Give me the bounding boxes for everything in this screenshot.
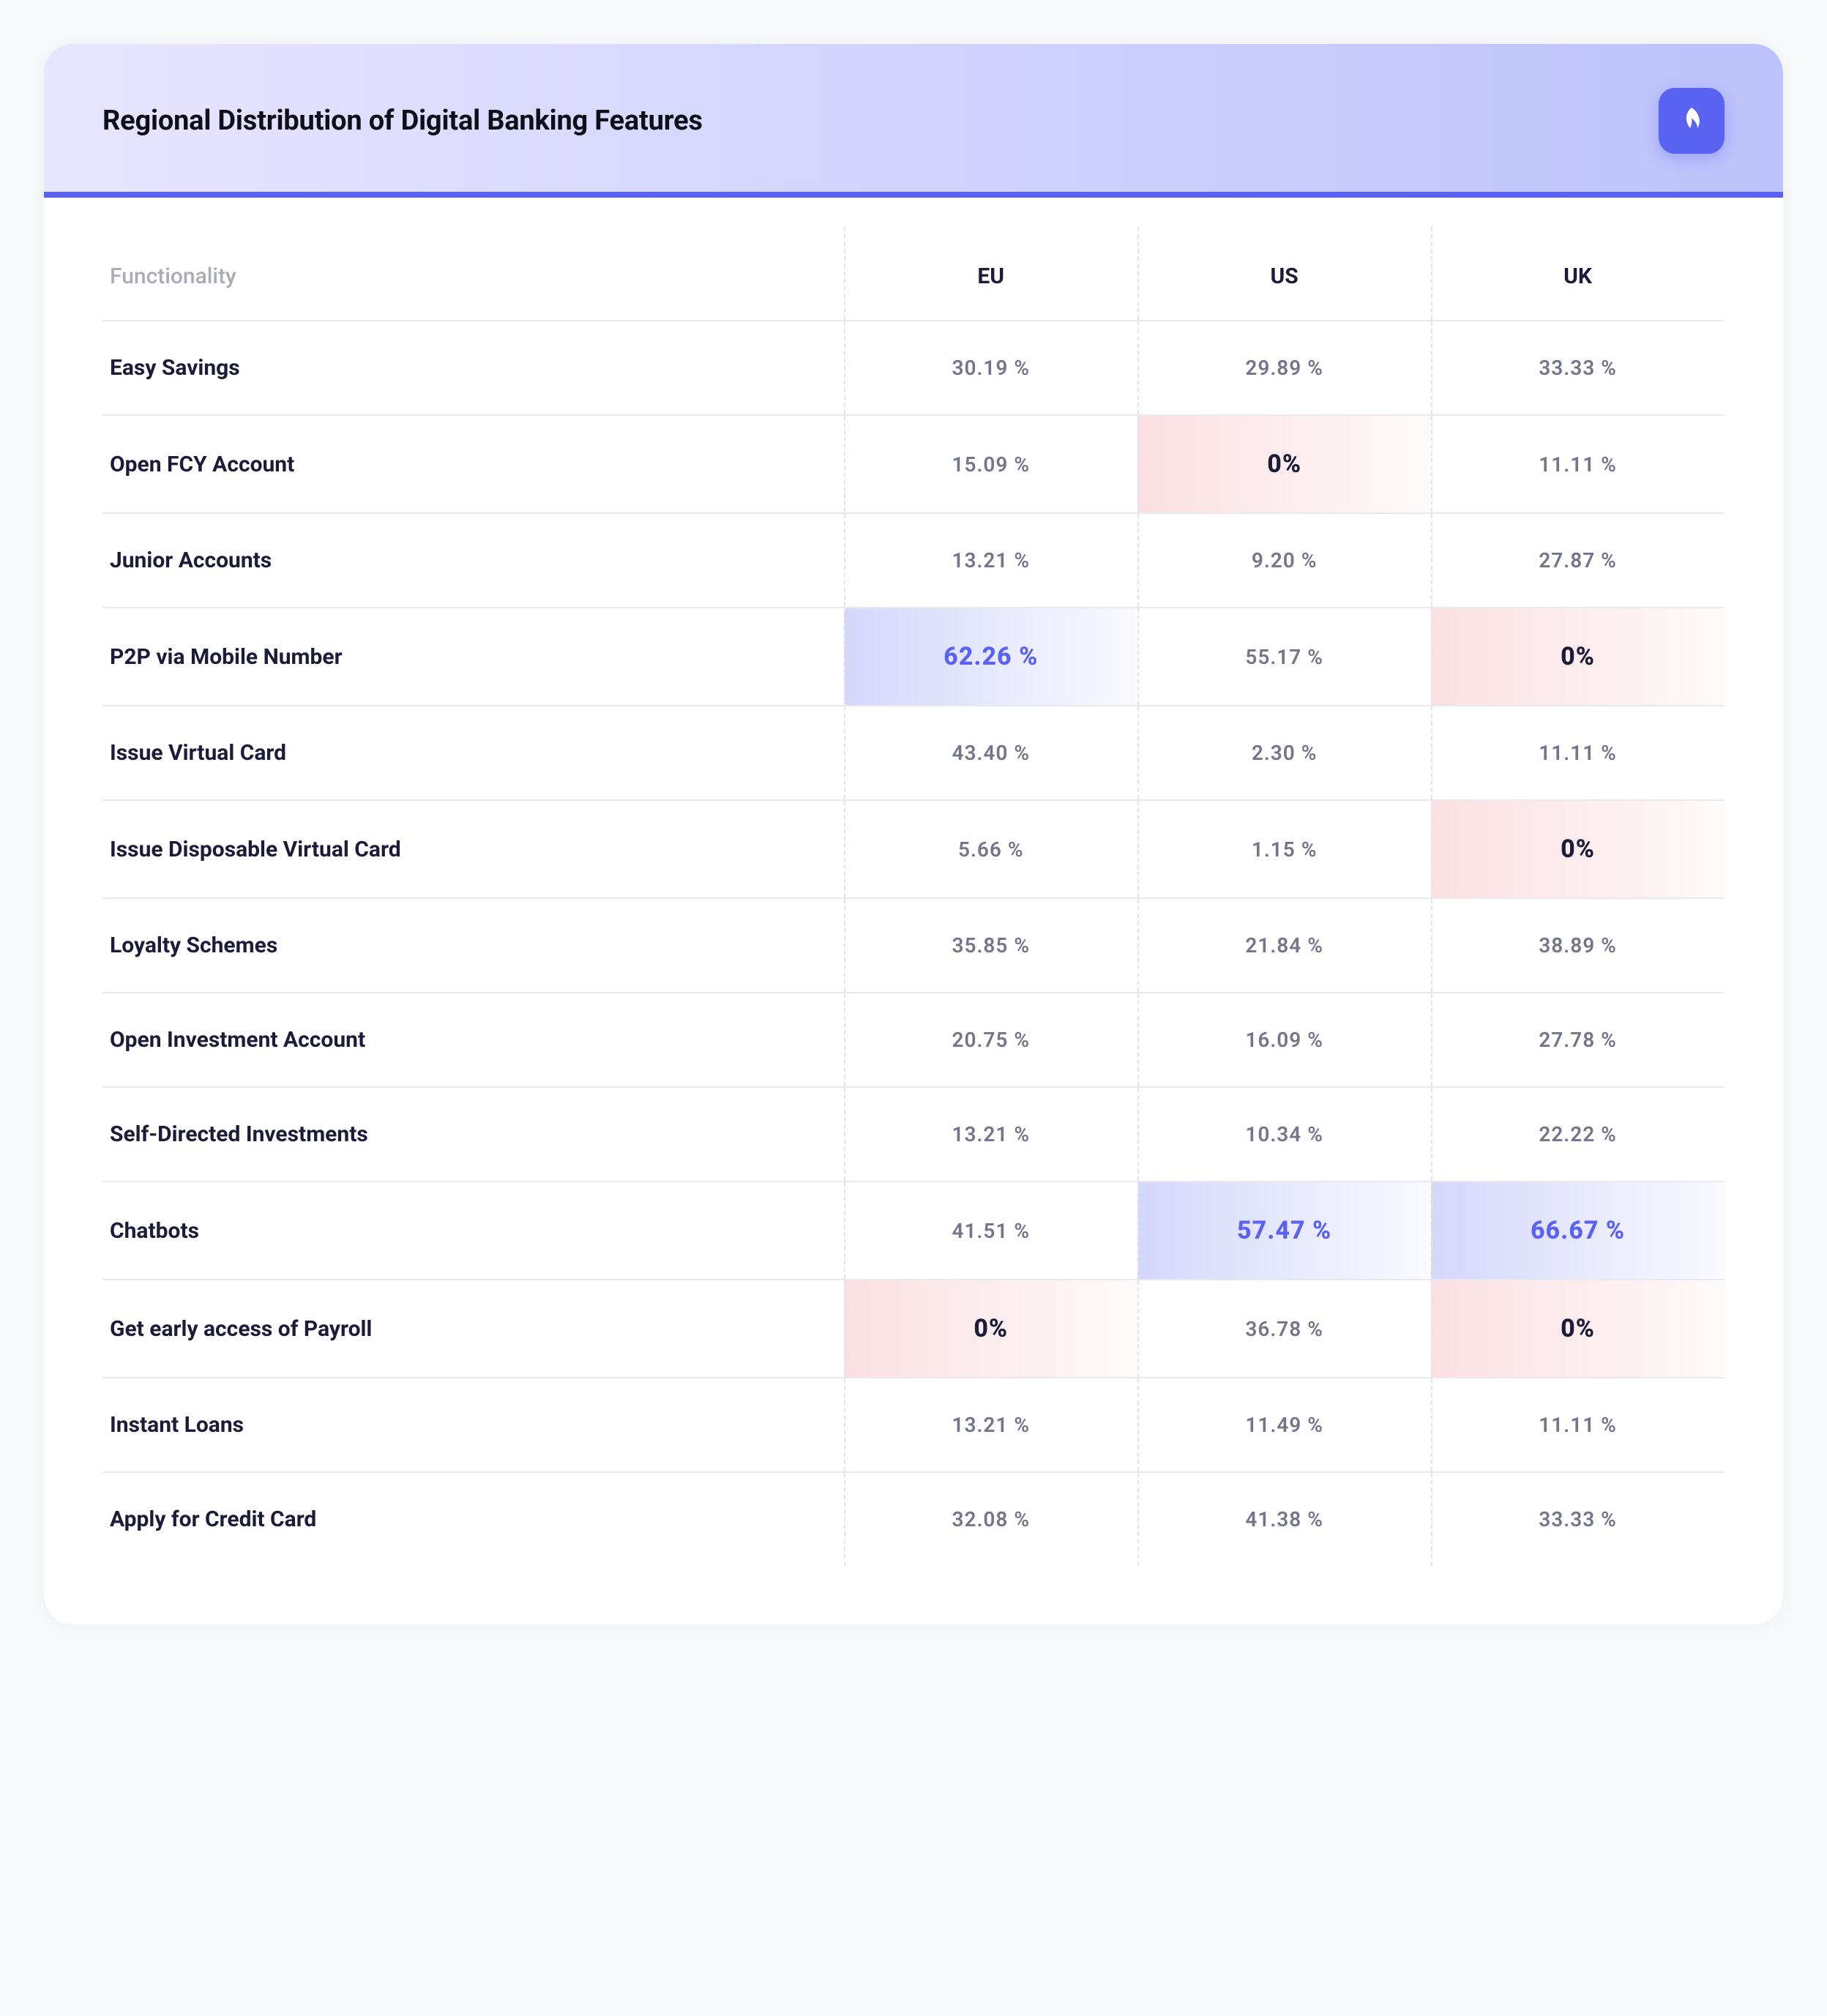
card-title: Regional Distribution of Digital Banking… [102,105,703,137]
value-cell: 41.51 % [844,1181,1137,1280]
functionality-cell: Junior Accounts [102,513,844,608]
value-cell: 13.21 % [844,1378,1137,1472]
table-row: P2P via Mobile Number62.26 %55.17 %0% [102,608,1725,706]
table-row: Open FCY Account15.09 %0%11.11 % [102,415,1725,513]
value-cell: 11.11 % [1431,1378,1725,1472]
value-cell: 0% [1137,415,1431,513]
functionality-cell: Easy Savings [102,321,844,415]
table-row: Instant Loans13.21 %11.49 %11.11 % [102,1378,1725,1472]
value-cell: 10.34 % [1137,1087,1431,1181]
value-cell: 0% [844,1280,1137,1378]
table-row: Self-Directed Investments13.21 %10.34 %2… [102,1087,1725,1181]
value-cell: 16.09 % [1137,993,1431,1087]
value-cell: 27.87 % [1431,513,1725,608]
features-table: Functionality EU US UK Easy Savings30.19… [102,227,1725,1566]
value-cell: 30.19 % [844,321,1137,415]
functionality-cell: Open Investment Account [102,993,844,1087]
card-header: Regional Distribution of Digital Banking… [44,44,1783,198]
column-header-us: US [1137,227,1431,321]
functionality-cell: Instant Loans [102,1378,844,1472]
functionality-cell: Apply for Credit Card [102,1472,844,1566]
value-cell: 21.84 % [1137,898,1431,993]
value-cell: 15.09 % [844,415,1137,513]
value-cell: 5.66 % [844,800,1137,898]
table-row: Chatbots41.51 %57.47 %66.67 % [102,1181,1725,1280]
value-cell: 35.85 % [844,898,1137,993]
value-cell: 11.11 % [1431,706,1725,800]
value-cell: 0% [1431,800,1725,898]
table-row: Apply for Credit Card32.08 %41.38 %33.33… [102,1472,1725,1566]
value-cell: 2.30 % [1137,706,1431,800]
value-cell: 13.21 % [844,513,1137,608]
value-cell: 38.89 % [1431,898,1725,993]
value-cell: 41.38 % [1137,1472,1431,1566]
functionality-cell: Issue Disposable Virtual Card [102,800,844,898]
column-header-eu: EU [844,227,1137,321]
table-body: Easy Savings30.19 %29.89 %33.33 %Open FC… [102,321,1725,1566]
value-cell: 36.78 % [1137,1280,1431,1378]
value-cell: 62.26 % [844,608,1137,706]
table-row: Easy Savings30.19 %29.89 %33.33 % [102,321,1725,415]
value-cell: 0% [1431,608,1725,706]
table-row: Issue Disposable Virtual Card5.66 %1.15 … [102,800,1725,898]
value-cell: 13.21 % [844,1087,1137,1181]
value-cell: 29.89 % [1137,321,1431,415]
value-cell: 32.08 % [844,1472,1137,1566]
value-cell: 33.33 % [1431,1472,1725,1566]
functionality-cell: Open FCY Account [102,415,844,513]
value-cell: 43.40 % [844,706,1137,800]
functionality-cell: Get early access of Payroll [102,1280,844,1378]
value-cell: 20.75 % [844,993,1137,1087]
value-cell: 0% [1431,1280,1725,1378]
column-header-functionality: Functionality [102,227,844,321]
value-cell: 1.15 % [1137,800,1431,898]
table-row: Issue Virtual Card43.40 %2.30 %11.11 % [102,706,1725,800]
functionality-cell: Self-Directed Investments [102,1087,844,1181]
value-cell: 11.49 % [1137,1378,1431,1472]
value-cell: 33.33 % [1431,321,1725,415]
value-cell: 22.22 % [1431,1087,1725,1181]
functionality-cell: Issue Virtual Card [102,706,844,800]
functionality-cell: Chatbots [102,1181,844,1280]
functionality-cell: P2P via Mobile Number [102,608,844,706]
table-row: Get early access of Payroll0%36.78 %0% [102,1280,1725,1378]
table-row: Open Investment Account20.75 %16.09 %27.… [102,993,1725,1087]
value-cell: 11.11 % [1431,415,1725,513]
value-cell: 55.17 % [1137,608,1431,706]
functionality-cell: Loyalty Schemes [102,898,844,993]
column-header-uk: UK [1431,227,1725,321]
table-row: Junior Accounts13.21 %9.20 %27.87 % [102,513,1725,608]
value-cell: 27.78 % [1431,993,1725,1087]
value-cell: 9.20 % [1137,513,1431,608]
table-row: Loyalty Schemes35.85 %21.84 %38.89 % [102,898,1725,993]
feature-distribution-card: Regional Distribution of Digital Banking… [44,44,1783,1624]
leaf-icon [1675,103,1708,138]
table-header-row: Functionality EU US UK [102,227,1725,321]
table-container: Functionality EU US UK Easy Savings30.19… [44,198,1783,1624]
value-cell: 66.67 % [1431,1181,1725,1280]
brand-logo-badge [1659,88,1725,154]
value-cell: 57.47 % [1137,1181,1431,1280]
